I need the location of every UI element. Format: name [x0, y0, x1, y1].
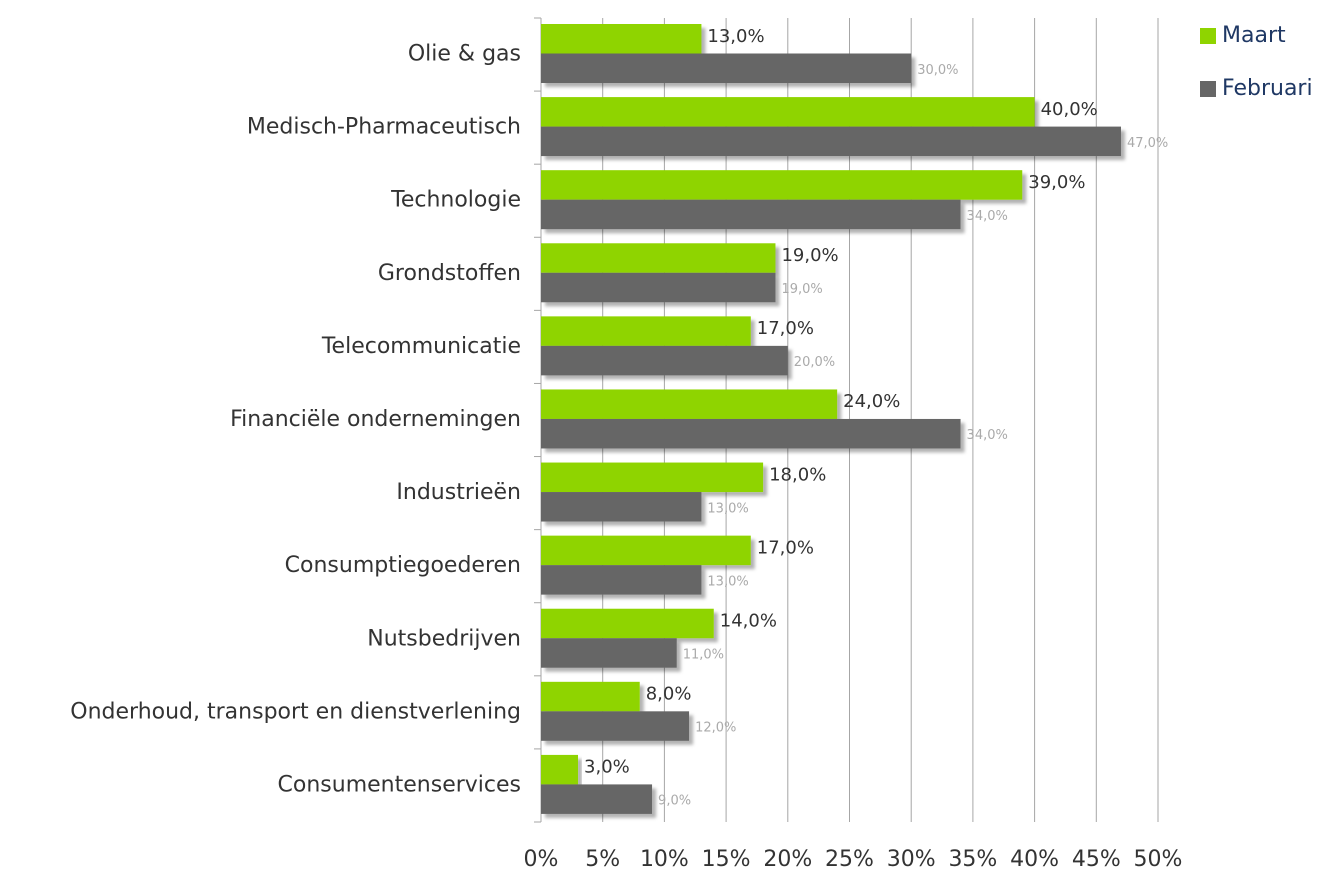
legend-swatch	[1200, 28, 1216, 44]
x-tick-label: 20%	[763, 847, 812, 872]
bar	[541, 784, 653, 814]
category-label: Olie & gas	[408, 42, 521, 67]
bar	[541, 638, 677, 668]
bar	[541, 535, 751, 566]
bar	[541, 608, 714, 639]
value-label: 11,0%	[683, 647, 724, 662]
category-label: Nutsbedrijven	[367, 626, 521, 651]
category-label: Industrieën	[396, 480, 521, 505]
value-label: 40,0%	[1041, 99, 1098, 120]
bar	[541, 681, 640, 712]
x-tick-label: 15%	[702, 847, 751, 872]
bar	[541, 97, 1035, 127]
bar	[541, 272, 776, 303]
value-label: 3,0%	[584, 757, 630, 778]
x-tick-label: 30%	[887, 847, 936, 872]
bar	[541, 418, 961, 449]
bar	[541, 345, 788, 376]
x-tick-label: 10%	[640, 847, 689, 872]
bar	[541, 316, 751, 346]
x-tick-label: 35%	[948, 847, 997, 872]
x-tick-label: 40%	[1010, 847, 1059, 872]
category-label: Consumentenservices	[278, 772, 521, 797]
value-label: 8,0%	[646, 684, 692, 705]
category-label: Grondstoffen	[378, 261, 521, 286]
bar	[541, 565, 702, 595]
x-tick-label: 25%	[825, 847, 874, 872]
category-label: Financiële ondernemingen	[230, 407, 521, 432]
legend-swatch	[1200, 81, 1216, 97]
value-label: 19,0%	[781, 245, 838, 266]
value-label: 34,0%	[967, 428, 1008, 443]
bar	[541, 492, 702, 522]
bar	[541, 711, 690, 741]
bar	[541, 199, 961, 230]
legend-label: Maart	[1222, 23, 1286, 48]
value-label: 17,0%	[757, 537, 814, 558]
x-tick-label: 5%	[585, 847, 620, 872]
bar	[541, 462, 764, 493]
bar	[541, 53, 912, 83]
bar	[541, 24, 702, 54]
bar	[541, 243, 776, 273]
value-label: 34,0%	[967, 209, 1008, 224]
category-label: Onderhoud, transport en dienstverlening	[70, 699, 521, 724]
value-label: 30,0%	[917, 63, 958, 78]
bar	[541, 170, 1023, 200]
bar	[541, 754, 579, 785]
x-tick-label: 50%	[1134, 847, 1183, 872]
bar	[541, 126, 1121, 157]
value-label: 13,0%	[707, 501, 748, 516]
category-label: Technologie	[390, 188, 521, 213]
value-label: 14,0%	[720, 610, 777, 631]
value-label: 13,0%	[707, 26, 764, 47]
value-label: 9,0%	[658, 794, 691, 809]
x-tick-label: 45%	[1072, 847, 1121, 872]
legend-label: Februari	[1222, 76, 1313, 101]
value-label: 17,0%	[757, 318, 814, 339]
value-label: 20,0%	[794, 355, 835, 370]
value-label: 18,0%	[769, 464, 826, 485]
value-label: 39,0%	[1028, 172, 1085, 193]
x-tick-label: 0%	[524, 847, 559, 872]
value-label: 13,0%	[707, 574, 748, 589]
value-label: 19,0%	[781, 282, 822, 297]
bar	[541, 389, 838, 419]
category-label: Consumptiegoederen	[285, 553, 521, 578]
value-label: 24,0%	[843, 391, 900, 412]
category-label: Telecommunicatie	[321, 334, 521, 359]
category-label: Medisch-Pharmaceutisch	[247, 115, 521, 140]
value-label: 47,0%	[1127, 136, 1168, 151]
value-label: 12,0%	[695, 721, 736, 736]
